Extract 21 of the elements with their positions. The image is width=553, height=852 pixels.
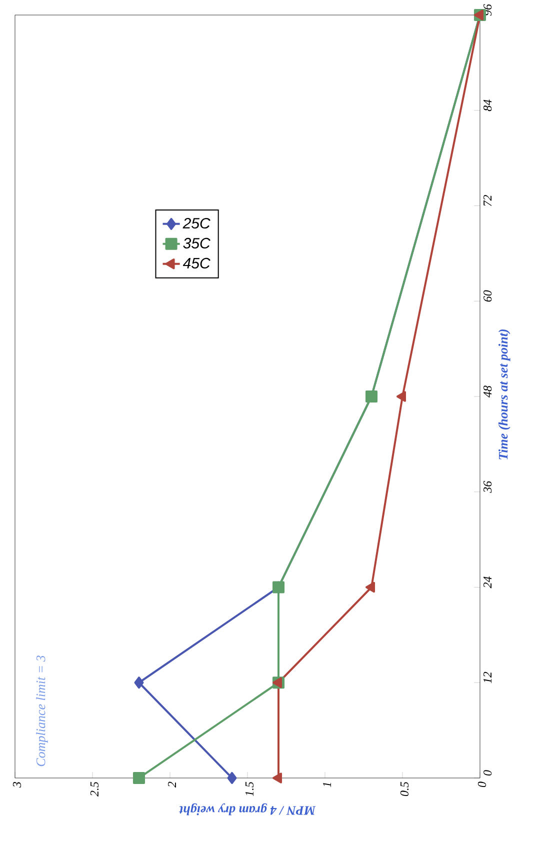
y-tick-label: 60 [484,290,492,302]
x-tick-label: 1 [323,782,331,788]
y-tick-label: 36 [484,480,492,493]
y-tick-label: 48 [484,386,492,398]
y-tick-label: 72 [484,195,492,206]
y-tick-label: 84 [484,100,492,112]
x-tick-label: 0.5 [400,782,409,796]
y-tick-label: 0 [484,770,492,776]
annotation: Compliance limit = 3 [36,656,48,766]
x-axis-title: MPN / 4 gram dry weight [179,803,316,816]
y-axis-title: Time (hours at set point) [498,329,510,460]
x-tick-label: 2 [168,782,176,788]
x-tick-label: 1.5 [245,782,254,796]
x-tick-label: 0 [478,782,486,788]
legend-label: 45C [182,258,210,269]
legend-label: 35C [183,238,210,249]
y-tick-label: 24 [484,576,492,588]
x-tick-label: 3 [12,782,22,788]
x-tick-label: 2.5 [90,782,99,797]
legend-label: 25C [182,218,210,229]
y-tick-label: 12 [484,672,492,684]
